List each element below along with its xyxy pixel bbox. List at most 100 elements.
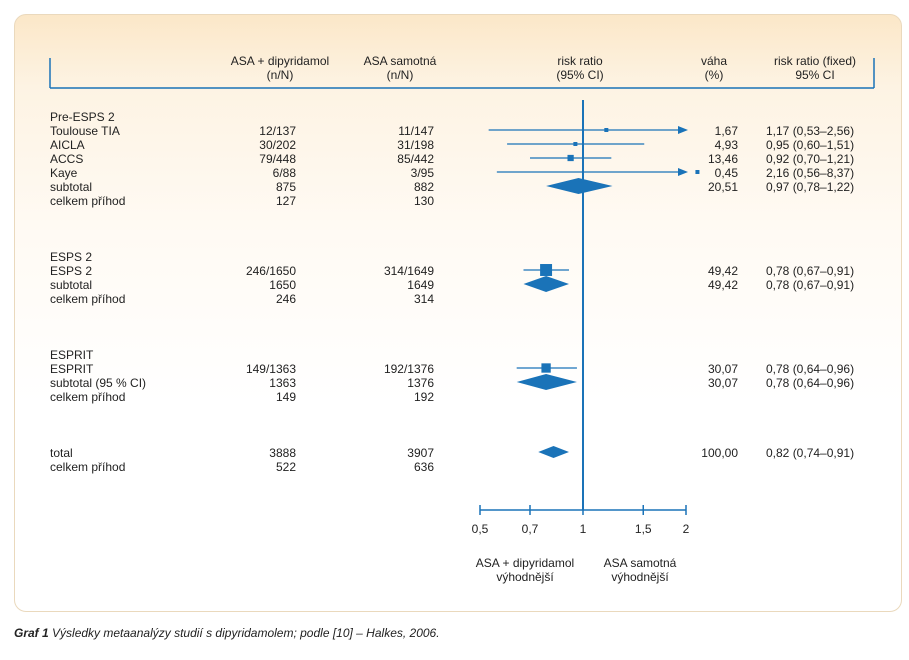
x-tick-label: 1 [579, 522, 587, 536]
row-asa-samotna: 314 [413, 292, 434, 306]
row-label: total [50, 446, 73, 460]
row-risk-ratio-fixed: 1,17 (0,53–2,56) [766, 124, 855, 138]
row-asa-dipyridamol: 3888 [269, 446, 296, 460]
x-tick-label: 0,5 [471, 522, 489, 536]
chart-panel [14, 14, 902, 612]
favours-right-note: ASA samotná výhodnější [585, 556, 695, 584]
row-label: Toulouse TIA [50, 124, 120, 138]
favours-left-note: ASA + dipyridamol výhodnější [455, 556, 595, 584]
row-weight: 13,46 [707, 152, 738, 166]
row-label: ESPS 2 [50, 250, 93, 264]
point-estimate [567, 154, 574, 162]
point-estimate [604, 128, 609, 132]
row-label: celkem příhod [50, 390, 126, 404]
x-tick-label: 2 [682, 522, 690, 536]
favours-left-line2: výhodnější [496, 570, 554, 584]
row-asa-dipyridamol: 522 [275, 460, 296, 474]
figure-caption: Graf 1 Výsledky metaanalýzy studií s dip… [14, 626, 440, 640]
row-weight: 4,93 [714, 138, 738, 152]
row-risk-ratio-fixed: 0,78 (0,64–0,96) [766, 362, 855, 376]
row-weight: 30,07 [707, 362, 738, 376]
row-asa-samotna: 1649 [407, 278, 434, 292]
row-weight: 100,00 [701, 446, 738, 460]
x-tick-label: 1,5 [634, 522, 652, 536]
row-asa-dipyridamol: 1363 [269, 376, 296, 390]
row-weight: 1,67 [714, 124, 738, 138]
row-asa-samotna: 85/442 [397, 152, 434, 166]
row-label: subtotal [50, 278, 93, 292]
row-risk-ratio-fixed: 0,78 (0,67–0,91) [766, 278, 855, 292]
header-asa-samotna-line1: ASA samotná [363, 54, 437, 68]
row-label: celkem příhod [50, 194, 126, 208]
header-risk-ratio-fixed-line1: risk ratio (fixed) [773, 54, 856, 68]
row-asa-dipyridamol: 875 [275, 180, 296, 194]
row-asa-samotna: 31/198 [397, 138, 434, 152]
row-asa-dipyridamol: 127 [275, 194, 296, 208]
point-estimate [695, 170, 700, 174]
ci-arrow [678, 126, 688, 134]
row-asa-samotna: 130 [413, 194, 434, 208]
row-label: subtotal [50, 180, 93, 194]
point-estimate [573, 142, 578, 146]
row-asa-dipyridamol: 30/202 [259, 138, 296, 152]
row-asa-dipyridamol: 246 [275, 292, 296, 306]
header-risk-ratio-fixed-line2: 95% CI [795, 68, 835, 82]
row-asa-dipyridamol: 149 [275, 390, 296, 404]
favours-right-line2: výhodnější [611, 570, 669, 584]
header-weight-line1: váha [700, 54, 728, 68]
row-label: ESPRIT [50, 362, 94, 376]
row-risk-ratio-fixed: 0,92 (0,70–1,21) [766, 152, 855, 166]
row-risk-ratio-fixed: 0,82 (0,74–0,91) [766, 446, 855, 460]
row-weight: 0,45 [714, 166, 738, 180]
ci-arrow [678, 168, 688, 176]
row-asa-dipyridamol: 79/448 [259, 152, 296, 166]
row-risk-ratio-fixed: 0,78 (0,64–0,96) [766, 376, 855, 390]
row-asa-dipyridamol: 149/1363 [245, 362, 296, 376]
header-asa-samotna-line2: (n/N) [386, 68, 414, 82]
row-asa-dipyridamol: 6/88 [272, 166, 296, 180]
header-weight: váha (%) [674, 54, 754, 82]
row-asa-samotna: 192 [413, 390, 434, 404]
row-weight: 30,07 [707, 376, 738, 390]
header-asa-dipyridamol-line2: (n/N) [266, 68, 294, 82]
row-asa-samotna: 882 [413, 180, 434, 194]
row-label: ESPS 2 [50, 264, 93, 278]
header-weight-line2: (%) [704, 68, 724, 82]
summary-diamond [538, 446, 569, 458]
row-weight: 49,42 [707, 278, 738, 292]
x-tick-label: 0,7 [521, 522, 539, 536]
row-label: ACCS [50, 152, 84, 166]
row-risk-ratio-fixed: 0,78 (0,67–0,91) [766, 264, 855, 278]
row-asa-dipyridamol: 1650 [269, 278, 296, 292]
row-label: AICLA [50, 138, 85, 152]
row-asa-dipyridamol: 12/137 [259, 124, 296, 138]
header-risk-ratio-line2: (95% CI) [556, 68, 604, 82]
point-estimate [540, 264, 553, 276]
header-risk-ratio-fixed: risk ratio (fixed) 95% CI [760, 54, 870, 82]
row-label: Pre-ESPS 2 [50, 110, 115, 124]
row-label: subtotal (95 % CI) [50, 376, 147, 390]
row-weight: 49,42 [707, 264, 738, 278]
caption-label: Graf 1 [14, 626, 49, 640]
row-label: celkem příhod [50, 292, 126, 306]
favours-left-line1: ASA + dipyridamol [475, 556, 575, 570]
row-asa-samotna: 3/95 [410, 166, 434, 180]
point-estimate [541, 363, 551, 373]
header-asa-samotna: ASA samotná (n/N) [340, 54, 460, 82]
row-risk-ratio-fixed: 0,95 (0,60–1,51) [766, 138, 855, 152]
header-risk-ratio-line1: risk ratio [557, 54, 603, 68]
favours-right-line1: ASA samotná [603, 556, 677, 570]
row-risk-ratio-fixed: 0,97 (0,78–1,22) [766, 180, 855, 194]
row-asa-samotna: 1376 [407, 376, 434, 390]
row-label: celkem příhod [50, 460, 126, 474]
header-asa-dipyridamol-line1: ASA + dipyridamol [230, 54, 330, 68]
header-risk-ratio: risk ratio (95% CI) [520, 54, 640, 82]
header-asa-dipyridamol: ASA + dipyridamol (n/N) [210, 54, 350, 82]
row-asa-samotna: 192/1376 [383, 362, 434, 376]
row-label: ESPRIT [50, 348, 94, 362]
row-asa-samotna: 314/1649 [383, 264, 434, 278]
row-asa-dipyridamol: 246/1650 [245, 264, 296, 278]
summary-diamond [516, 374, 577, 390]
row-weight: 20,51 [707, 180, 738, 194]
